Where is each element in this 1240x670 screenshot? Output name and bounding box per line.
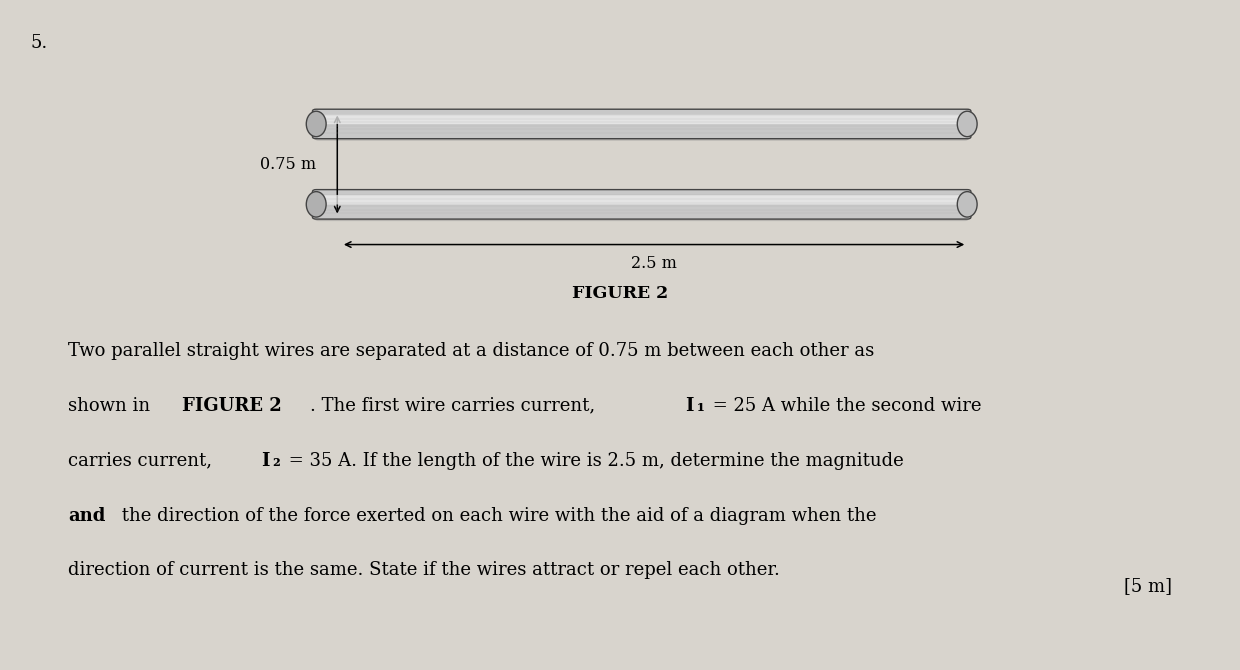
Text: 2.5 m: 2.5 m — [631, 255, 676, 271]
Text: and: and — [68, 507, 105, 525]
Text: shown in: shown in — [68, 397, 156, 415]
Text: Two parallel straight wires are separated at a distance of 0.75 m between each o: Two parallel straight wires are separate… — [68, 342, 874, 360]
Text: direction of current is the same. State if the wires attract or repel each other: direction of current is the same. State … — [68, 561, 780, 580]
FancyBboxPatch shape — [320, 115, 963, 124]
Ellipse shape — [306, 192, 326, 217]
Text: I: I — [262, 452, 270, 470]
Text: 5.: 5. — [31, 34, 48, 52]
Text: I: I — [686, 397, 694, 415]
Text: the direction of the force exerted on each wire with the aid of a diagram when t: the direction of the force exerted on ea… — [117, 507, 877, 525]
Text: FIGURE 2: FIGURE 2 — [181, 397, 281, 415]
Ellipse shape — [957, 111, 977, 137]
Text: = 25 A while the second wire: = 25 A while the second wire — [707, 397, 981, 415]
Text: = 35 A. If the length of the wire is 2.5 m, determine the magnitude: = 35 A. If the length of the wire is 2.5… — [283, 452, 903, 470]
FancyBboxPatch shape — [320, 195, 963, 204]
Text: ₂: ₂ — [273, 452, 280, 470]
Text: ₁: ₁ — [697, 397, 704, 415]
FancyBboxPatch shape — [312, 190, 971, 219]
Ellipse shape — [306, 111, 326, 137]
Text: [5 m]: [5 m] — [1123, 578, 1172, 596]
Ellipse shape — [957, 192, 977, 217]
Text: 0.75 m: 0.75 m — [260, 156, 316, 174]
Text: carries current,: carries current, — [68, 452, 218, 470]
FancyBboxPatch shape — [315, 192, 968, 221]
Text: . The first wire carries current,: . The first wire carries current, — [310, 397, 601, 415]
FancyBboxPatch shape — [315, 111, 968, 141]
Text: FIGURE 2: FIGURE 2 — [572, 285, 668, 302]
FancyBboxPatch shape — [312, 109, 971, 139]
